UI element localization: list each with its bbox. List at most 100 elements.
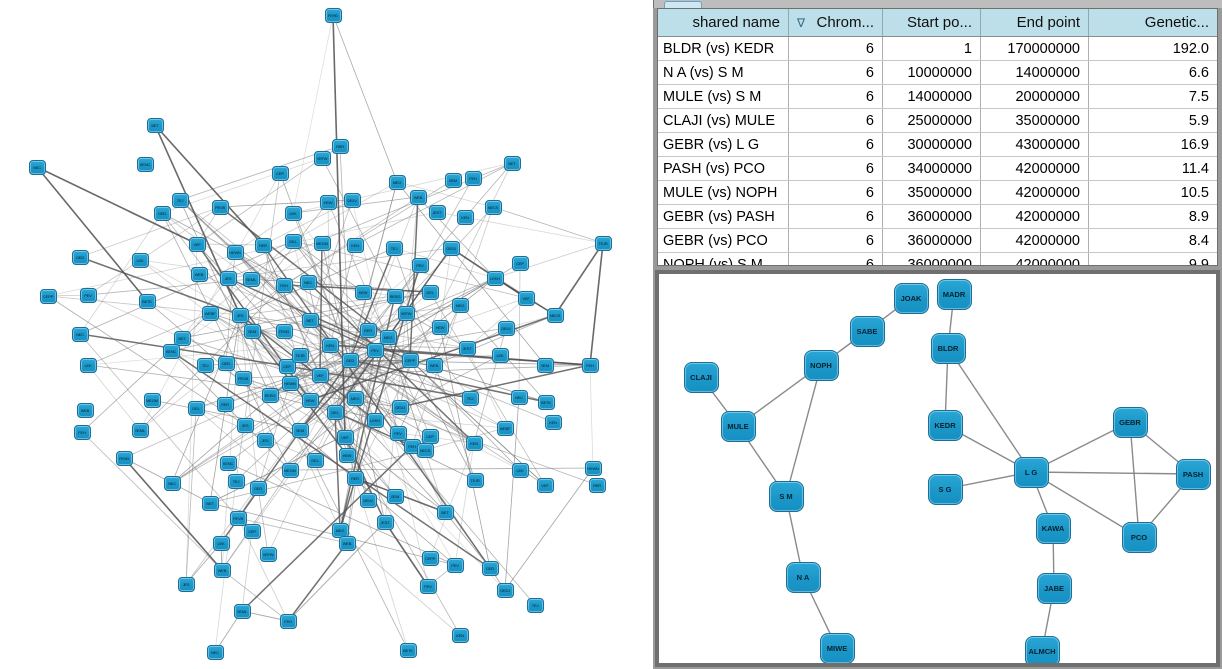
network-node[interactable]: RER: [346, 470, 364, 486]
network-node[interactable]: WEB: [338, 535, 356, 551]
network-node[interactable]: MEG: [388, 174, 406, 190]
network-node[interactable]: KEDR: [927, 409, 963, 441]
network-node[interactable]: SEML: [131, 422, 149, 438]
network-node[interactable]: JEST: [458, 340, 476, 356]
network-node[interactable]: N A: [785, 561, 821, 593]
network-node[interactable]: PEVB: [229, 510, 247, 526]
network-node[interactable]: NECS: [546, 307, 564, 323]
network-node[interactable]: CLAJI: [683, 361, 719, 393]
network-node[interactable]: PCO: [1121, 521, 1157, 553]
network-view-main[interactable]: FEHD NEC BET KENC TEJ GED PEVB CEP LEK VEFW HEW RER…: [0, 0, 653, 669]
network-node[interactable]: CEP: [511, 255, 529, 271]
network-node[interactable]: GEDJ: [442, 240, 460, 256]
network-node[interactable]: KEN: [544, 414, 562, 430]
network-node[interactable]: WEB: [190, 266, 208, 282]
network-node[interactable]: TEJ: [526, 597, 544, 613]
network-node[interactable]: BET: [503, 155, 521, 171]
network-node[interactable]: VEF: [311, 367, 329, 383]
network-node[interactable]: TEJ: [385, 240, 403, 256]
network-node[interactable]: HEW: [338, 447, 356, 463]
network-node[interactable]: GED: [217, 355, 235, 371]
network-node[interactable]: NEC: [71, 326, 89, 342]
network-node[interactable]: MIWE: [819, 632, 855, 663]
network-node[interactable]: CEPP: [421, 550, 439, 566]
network-node[interactable]: BET: [146, 117, 164, 133]
network-node[interactable]: PEVB: [211, 199, 229, 215]
network-node[interactable]: RERG: [386, 288, 404, 304]
network-node[interactable]: BETK: [399, 642, 417, 658]
network-node[interactable]: GEDJ: [496, 582, 514, 598]
network-node[interactable]: GED: [71, 249, 89, 265]
network-node[interactable]: DEL: [284, 233, 302, 249]
table-row[interactable]: BLDR (vs) KEDR 6 1 170000000 192.0: [658, 37, 1217, 61]
network-node[interactable]: VEF: [536, 477, 554, 493]
network-node[interactable]: RER: [588, 477, 606, 493]
table-row[interactable]: CLAJI (vs) MULE 6 25000000 35000000 5.9: [658, 109, 1217, 133]
network-node[interactable]: GED: [341, 352, 359, 368]
network-node[interactable]: PASH: [1175, 458, 1211, 490]
network-node[interactable]: NEC: [510, 389, 528, 405]
network-edge[interactable]: [1030, 471, 1140, 538]
network-node[interactable]: DEL: [421, 284, 439, 300]
network-node[interactable]: RER: [359, 322, 377, 338]
network-node[interactable]: NEC: [206, 644, 224, 660]
network-node[interactable]: NOPH: [803, 349, 839, 381]
network-node[interactable]: SEM: [386, 488, 404, 504]
network-node[interactable]: WEBF: [496, 420, 514, 436]
network-node[interactable]: HEW: [354, 284, 372, 300]
network-node[interactable]: HEW: [319, 194, 337, 210]
network-node[interactable]: PEV: [366, 342, 384, 358]
network-node[interactable]: PEVB: [234, 370, 252, 386]
network-node[interactable]: JES: [219, 270, 237, 286]
network-node[interactable]: FEH: [279, 613, 297, 629]
network-node[interactable]: MEGM: [313, 235, 331, 251]
network-node[interactable]: SEML: [233, 603, 251, 619]
network-node[interactable]: RER: [254, 237, 272, 253]
network-node[interactable]: FEHD: [275, 323, 293, 339]
network-node[interactable]: MADR: [936, 278, 972, 310]
network-node[interactable]: WEB: [409, 189, 427, 205]
network-node[interactable]: MEGM: [143, 392, 161, 408]
network-node[interactable]: MEG: [451, 297, 469, 313]
network-node[interactable]: VEF: [188, 236, 206, 252]
network-node[interactable]: KEN: [451, 627, 469, 643]
network-node[interactable]: JES: [236, 417, 254, 433]
table-row[interactable]: MULE (vs) S M 6 14000000 20000000 7.5: [658, 85, 1217, 109]
column-header-endpoint[interactable]: End point: [981, 9, 1089, 36]
network-node[interactable]: BET: [436, 504, 454, 520]
network-node[interactable]: KEN: [321, 337, 339, 353]
network-node[interactable]: GEDJ: [391, 399, 409, 415]
network-node[interactable]: KEN: [465, 435, 483, 451]
network-node[interactable]: KEN: [346, 237, 364, 253]
network-node[interactable]: FEHD: [115, 450, 133, 466]
network-node[interactable]: GED: [249, 480, 267, 496]
network-node[interactable]: TEJ: [196, 357, 214, 373]
network-node[interactable]: L G: [1013, 456, 1049, 488]
network-node[interactable]: PEV: [79, 287, 97, 303]
network-node[interactable]: CEP: [271, 165, 289, 181]
network-node[interactable]: WEB: [425, 357, 443, 373]
network-node[interactable]: HEWN: [584, 460, 602, 476]
network-node[interactable]: JES: [256, 432, 274, 448]
network-node[interactable]: SEML: [242, 271, 260, 287]
network-node[interactable]: PEV: [419, 578, 437, 594]
network-node[interactable]: LEK: [212, 535, 230, 551]
network-node[interactable]: LEK: [284, 205, 302, 221]
network-node[interactable]: PEV: [411, 257, 429, 273]
network-node[interactable]: KENC: [136, 156, 154, 172]
network-node[interactable]: KAWA: [1035, 512, 1071, 544]
network-edge[interactable]: [1129, 421, 1140, 538]
column-header-chrom[interactable]: ∇ Chrom...: [789, 9, 883, 36]
network-node[interactable]: JABE: [1036, 572, 1072, 604]
table-tab[interactable]: [664, 1, 702, 8]
table-row[interactable]: MULE (vs) NOPH 6 35000000 42000000 10.5: [658, 181, 1217, 205]
network-node[interactable]: JES: [231, 307, 249, 323]
network-node[interactable]: FEH: [73, 424, 91, 440]
network-node[interactable]: BETK: [138, 293, 156, 309]
network-node[interactable]: GEBR: [1112, 406, 1148, 438]
network-node[interactable]: DEL: [306, 452, 324, 468]
network-node[interactable]: HEWN: [226, 244, 244, 260]
network-node[interactable]: DELV: [497, 320, 515, 336]
network-node[interactable]: S M: [768, 480, 804, 512]
network-node[interactable]: RER: [216, 396, 234, 412]
